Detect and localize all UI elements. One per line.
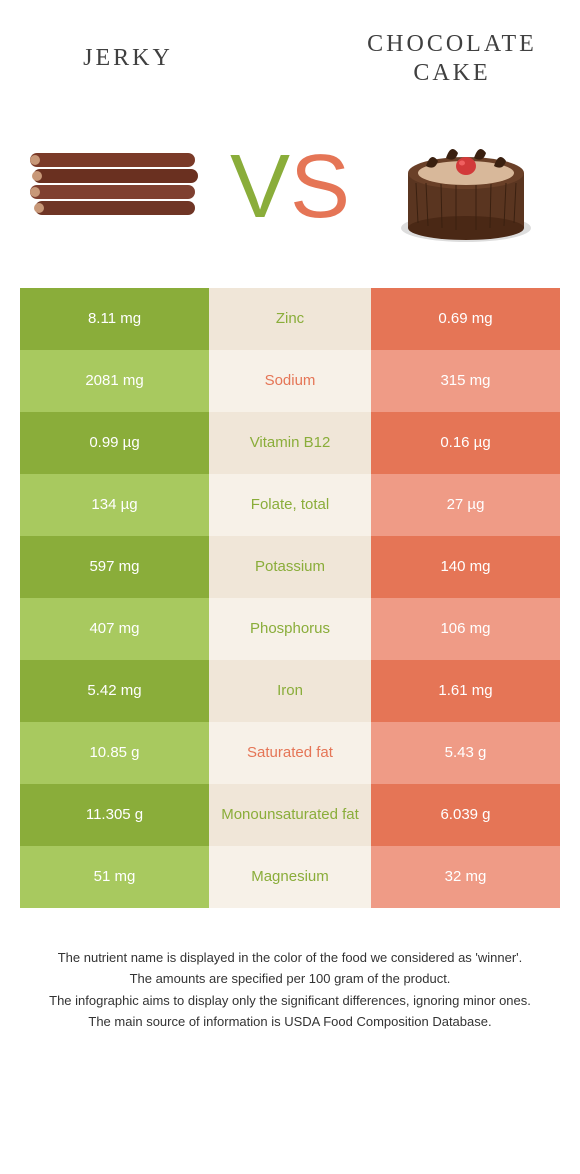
right-value: 1.61 mg	[371, 660, 560, 722]
table-row: 8.11 mgZinc0.69 mg	[20, 288, 560, 350]
nutrient-name: Phosphorus	[209, 598, 371, 660]
footer-line: The nutrient name is displayed in the co…	[30, 948, 550, 968]
cake-image	[371, 128, 560, 248]
table-row: 597 mgPotassium140 mg	[20, 536, 560, 598]
s-letter: S	[290, 136, 350, 239]
table-row: 134 µgFolate, total27 µg	[20, 474, 560, 536]
right-value: 315 mg	[371, 350, 560, 412]
right-value: 32 mg	[371, 846, 560, 908]
nutrient-name: Vitamin B12	[209, 412, 371, 474]
table-row: 51 mgMagnesium32 mg	[20, 846, 560, 908]
left-value: 0.99 µg	[20, 412, 209, 474]
nutrient-name: Iron	[209, 660, 371, 722]
nutrient-name: Saturated fat	[209, 722, 371, 784]
right-value: 106 mg	[371, 598, 560, 660]
right-value: 5.43 g	[371, 722, 560, 784]
left-value: 5.42 mg	[20, 660, 209, 722]
comparison-table: 8.11 mgZinc0.69 mg2081 mgSodium315 mg0.9…	[20, 288, 560, 908]
footer-line: The infographic aims to display only the…	[30, 991, 550, 1011]
right-value: 0.16 µg	[371, 412, 560, 474]
table-row: 0.99 µgVitamin B120.16 µg	[20, 412, 560, 474]
left-value: 597 mg	[20, 536, 209, 598]
right-value: 6.039 g	[371, 784, 560, 846]
table-row: 407 mgPhosphorus106 mg	[20, 598, 560, 660]
v-letter: V	[230, 136, 290, 239]
footer-line: The amounts are specified per 100 gram o…	[30, 969, 550, 989]
nutrient-name: Zinc	[209, 288, 371, 350]
nutrient-name: Magnesium	[209, 846, 371, 908]
title-right: Chocolate cake	[344, 30, 560, 88]
left-value: 407 mg	[20, 598, 209, 660]
left-value: 11.305 g	[20, 784, 209, 846]
right-value: 140 mg	[371, 536, 560, 598]
right-value: 27 µg	[371, 474, 560, 536]
left-value: 8.11 mg	[20, 288, 209, 350]
header-row: Jerky Chocolate cake	[0, 0, 580, 108]
vs-text: VS	[230, 136, 350, 239]
jerky-image	[20, 143, 209, 233]
left-value: 2081 mg	[20, 350, 209, 412]
right-value: 0.69 mg	[371, 288, 560, 350]
title-left: Jerky	[20, 44, 236, 73]
left-value: 134 µg	[20, 474, 209, 536]
table-row: 2081 mgSodium315 mg	[20, 350, 560, 412]
table-row: 10.85 gSaturated fat5.43 g	[20, 722, 560, 784]
footer-line: The main source of information is USDA F…	[30, 1012, 550, 1032]
table-row: 11.305 gMonounsaturated fat6.039 g	[20, 784, 560, 846]
footer-text: The nutrient name is displayed in the co…	[0, 908, 580, 1054]
nutrient-name: Monounsaturated fat	[209, 784, 371, 846]
nutrient-name: Folate, total	[209, 474, 371, 536]
nutrient-name: Potassium	[209, 536, 371, 598]
nutrient-name: Sodium	[209, 350, 371, 412]
table-row: 5.42 mgIron1.61 mg	[20, 660, 560, 722]
left-value: 10.85 g	[20, 722, 209, 784]
left-value: 51 mg	[20, 846, 209, 908]
vs-row: VS	[0, 108, 580, 288]
